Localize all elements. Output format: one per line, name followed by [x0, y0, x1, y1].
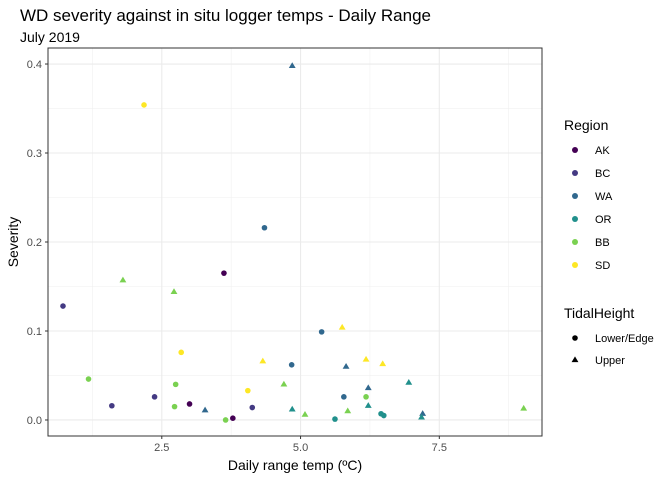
- data-point-wa: [419, 410, 427, 416]
- legend-region-label-wa: WA: [595, 191, 613, 203]
- legend-region-label-bc: BC: [595, 168, 610, 180]
- data-point-ak: [230, 415, 236, 422]
- data-point-sd: [259, 357, 267, 364]
- x-axis-ticks: 2.5 5.0 7.5: [154, 436, 447, 454]
- data-point-bc: [151, 394, 158, 400]
- grid-lines: [48, 48, 542, 436]
- y-tick-label: 0.4: [27, 59, 42, 71]
- data-point-wa: [288, 362, 295, 368]
- chart-subtitle: July 2019: [20, 29, 80, 45]
- legend-tidal-key-triangle: [571, 356, 579, 363]
- legend-region-key-ak: [572, 147, 578, 153]
- data-points: [60, 62, 528, 423]
- plot-panel: [47, 47, 543, 437]
- x-tick-label: 5.0: [293, 442, 308, 454]
- legend-region-key-bb: [572, 239, 578, 245]
- data-point-bc: [109, 402, 115, 409]
- data-point-bb: [280, 380, 288, 387]
- legend-tidal-height: TidalHeight Lower/Edge Upper: [564, 305, 654, 367]
- data-point-sd: [338, 323, 346, 330]
- legend-tidal-label: Lower/Edge: [595, 333, 654, 345]
- data-point-or: [381, 412, 387, 419]
- data-point-bb: [172, 381, 179, 388]
- data-point-sd: [178, 349, 185, 356]
- legend-tidal-title: TidalHeight: [564, 305, 634, 321]
- data-point-wa: [341, 394, 347, 400]
- data-point-sd: [362, 355, 370, 362]
- y-axis-title: Severity: [5, 217, 21, 268]
- data-point-ak: [221, 270, 227, 276]
- legend-region-key-sd: [572, 262, 578, 268]
- legend-region-key-wa: [572, 193, 578, 199]
- data-point-or: [418, 413, 425, 420]
- data-point-or: [332, 416, 338, 422]
- data-point-sd: [141, 102, 147, 108]
- data-point-wa: [342, 362, 350, 369]
- chart-title: WD severity against in situ logger temps…: [20, 6, 431, 25]
- data-point-bb: [222, 417, 229, 423]
- data-point-bc: [249, 404, 256, 411]
- data-point-sd: [245, 387, 251, 394]
- legend-region-label-or: OR: [595, 214, 612, 226]
- y-tick-label: 0.3: [27, 148, 42, 160]
- y-axis-ticks: 0.0 0.1 0.2 0.3 0.4: [27, 59, 48, 427]
- data-point-or: [405, 379, 413, 385]
- legend-region-title: Region: [564, 117, 608, 133]
- data-point-bb: [301, 411, 309, 417]
- x-tick-label: 2.5: [154, 442, 169, 454]
- data-point-bb: [520, 404, 528, 411]
- legend-region-label-sd: SD: [595, 260, 610, 272]
- legend-tidal-key-circle: [572, 335, 578, 341]
- data-point-bb: [363, 394, 369, 400]
- data-point-wa: [288, 62, 296, 68]
- data-point-sd: [379, 360, 387, 367]
- legend-region: Region AK BC WA OR BB SD: [564, 117, 613, 272]
- legend-tidal-label: Upper: [595, 355, 625, 367]
- legend-region-label-bb: BB: [595, 237, 610, 249]
- data-point-bb: [119, 276, 127, 283]
- y-tick-label: 0.0: [27, 415, 42, 427]
- data-point-wa: [261, 224, 268, 231]
- data-point-bb: [170, 288, 178, 294]
- y-tick-label: 0.2: [27, 237, 42, 249]
- data-point-bb: [344, 407, 352, 414]
- x-axis-title: Daily range temp (ºC): [228, 457, 362, 473]
- data-point-ak: [186, 401, 193, 407]
- data-point-or: [288, 405, 296, 412]
- x-tick-label: 7.5: [432, 442, 447, 454]
- data-point-wa: [201, 406, 209, 413]
- data-point-wa: [318, 329, 325, 335]
- data-point-wa: [364, 384, 372, 391]
- data-point-bb: [171, 403, 178, 410]
- legend-region-label-ak: AK: [595, 145, 610, 157]
- legend-region-key-or: [572, 216, 578, 222]
- data-point-bc: [60, 303, 66, 309]
- data-point-bb: [85, 376, 92, 382]
- legend-region-key-bc: [572, 170, 578, 176]
- data-point-or: [364, 402, 372, 408]
- y-tick-label: 0.1: [27, 326, 42, 338]
